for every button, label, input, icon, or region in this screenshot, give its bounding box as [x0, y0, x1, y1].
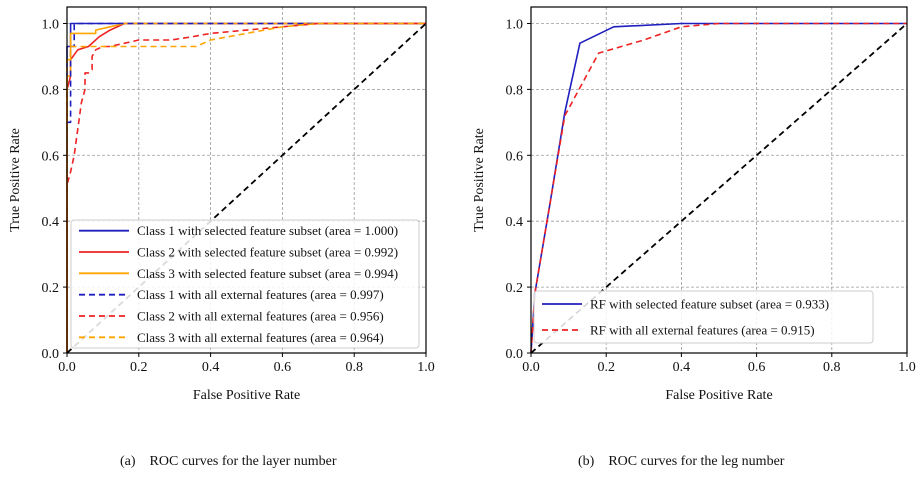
legend-label: Class 1 with selected feature subset (ar…: [137, 223, 398, 238]
y-tick-label: 0.6: [42, 149, 60, 164]
y-tick-label: 0.8: [42, 83, 60, 98]
x-tick-label: 0.2: [597, 360, 615, 375]
legend-label: Class 1 with all external features (area…: [137, 287, 384, 302]
caption-b-text: ROC curves for the leg number: [608, 454, 785, 469]
y-axis-label-a: True Positive Rate: [8, 128, 23, 232]
y-tick-label: 0.4: [42, 215, 60, 230]
legend-label: RF with all external features (area = 0.…: [590, 323, 815, 338]
y-axis-label-b: True Positive Rate: [472, 128, 487, 232]
chart-panel-a: 0.0 0.2 0.4 0.6 0.8 1.0 0.0 0.2 0.4 0.6 0.8 1.0 Fals…: [8, 6, 435, 403]
x-tick-label: 0.4: [202, 360, 220, 375]
legend-label: Class 2 with selected feature subset (ar…: [137, 245, 398, 260]
legend-box-b: [533, 290, 874, 344]
x-tick-label: 0.6: [274, 360, 292, 375]
y-tick-label: 1.0: [42, 17, 60, 32]
y-tick-label: 0.8: [506, 83, 524, 98]
y-tick-label: 1.0: [506, 17, 524, 32]
y-tick-label: 0.4: [506, 215, 524, 230]
x-tick-label: 0.2: [130, 360, 148, 375]
axes-frame-b: [530, 6, 908, 354]
legend-b: RF with selected feature subset (area = …: [533, 290, 874, 344]
legend-a: Class 1 with selected feature subset (ar…: [70, 219, 420, 349]
series-a-5: [66, 22, 426, 353]
y-tick-label: 0.2: [506, 281, 524, 296]
legend-box-a: [70, 219, 420, 349]
x-tick-label: 0.4: [673, 360, 691, 375]
caption-a-text: ROC curves for the layer number: [149, 454, 337, 469]
x-axis-label-a: False Positive Rate: [193, 388, 300, 403]
x-tick-label: 1.0: [898, 360, 916, 375]
legend-label: Class 2 with all external features (area…: [137, 309, 384, 324]
x-tick-label: 0.8: [823, 360, 841, 375]
legend-label: RF with selected feature subset (area = …: [590, 297, 829, 312]
x-tick-label: 0.6: [748, 360, 766, 375]
x-tick-label: 1.0: [417, 360, 435, 375]
series-a-6: [66, 22, 426, 353]
x-tick-label: 0.0: [522, 360, 540, 375]
x-axis-label-b: False Positive Rate: [665, 388, 772, 403]
caption-b-id: (b): [578, 454, 595, 469]
series-a-2: [66, 22, 426, 353]
legend-label: Class 3 with selected feature subset (ar…: [137, 266, 398, 281]
x-tick-label: 0.0: [58, 360, 76, 375]
series-b-1: [530, 22, 907, 354]
y-tick-label: 0.2: [42, 281, 60, 296]
caption-a-id: (a): [120, 454, 136, 469]
series-a-3: [66, 22, 426, 353]
x-tick-label: 0.8: [345, 360, 363, 375]
y-tick-label: 0.0: [506, 347, 524, 362]
y-tick-label: 0.0: [42, 347, 60, 362]
axes-frame-a: [66, 6, 427, 354]
series-b-2: [530, 22, 907, 354]
chart-panel-b: 0.0 0.2 0.4 0.6 0.8 1.0 0.0 0.2 0.4 0.6 0.8 1.0 Fals…: [472, 6, 916, 403]
caption-a: (a) ROC curves for the layer number: [120, 454, 337, 470]
caption-b: (b) ROC curves for the leg number: [578, 454, 784, 470]
y-tick-label: 0.6: [506, 149, 524, 164]
legend-label: Class 3 with all external features (area…: [137, 330, 384, 345]
